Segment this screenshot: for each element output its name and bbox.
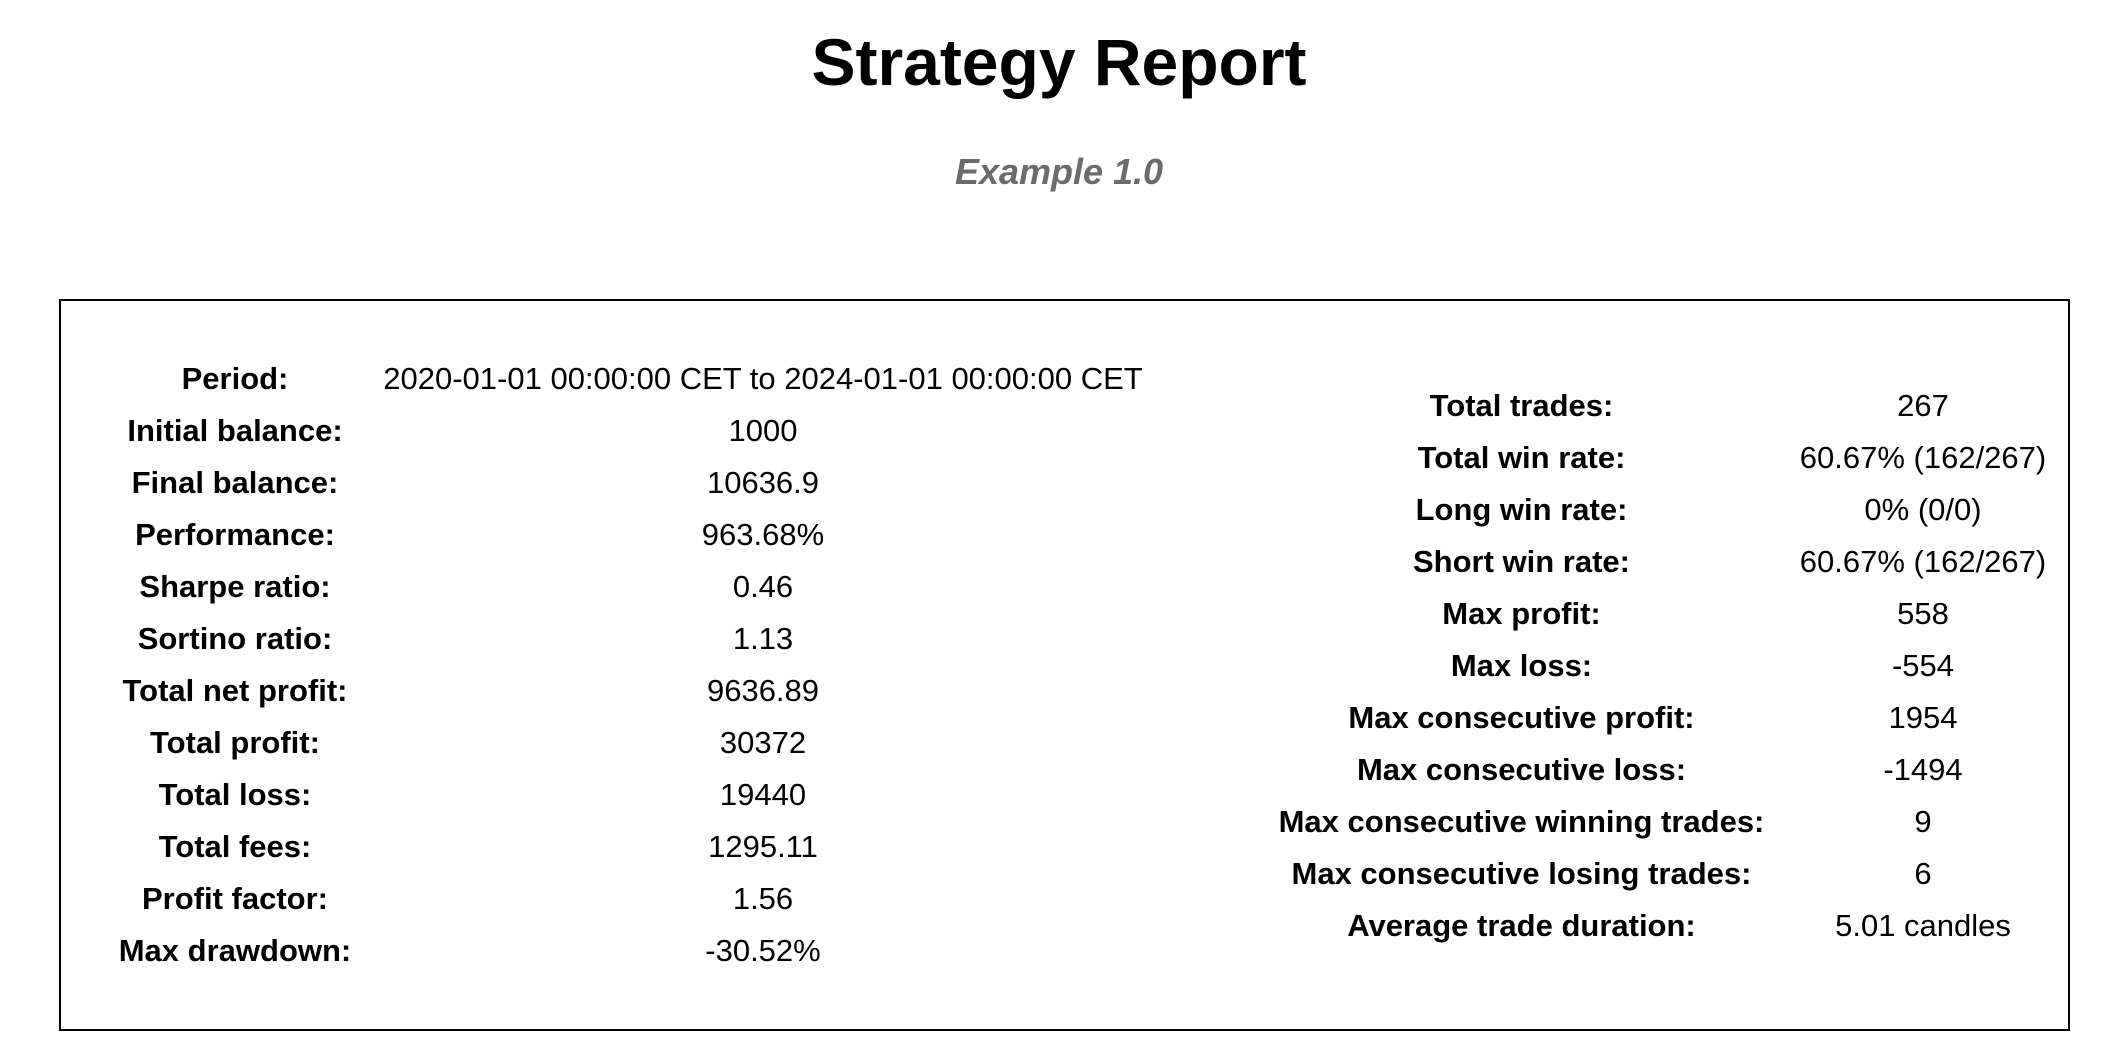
stats-panel: Period: 2020-01-01 00:00:00 CET to 2024-… bbox=[59, 299, 2070, 1031]
stat-label: Final balance: bbox=[131, 465, 339, 500]
stat-value: 10636.9 bbox=[706, 465, 820, 500]
stat-label: Profit factor: bbox=[142, 881, 328, 916]
stat-row-total-profit: Total profit: 30372 bbox=[113, 717, 1169, 769]
right-stats-table: Total trades: 267 Total win rate: 60.67%… bbox=[1259, 380, 2062, 952]
stat-row-period: Period: 2020-01-01 00:00:00 CET to 2024-… bbox=[113, 353, 1169, 405]
stat-row-total-net-profit: Total net profit: 9636.89 bbox=[113, 665, 1169, 717]
stat-label: Max consecutive losing trades: bbox=[1291, 856, 1752, 891]
stat-row-total-win-rate: Total win rate: 60.67% (162/267) bbox=[1259, 432, 2062, 484]
stat-row-max-consecutive-loss: Max consecutive loss: -1494 bbox=[1259, 744, 2062, 796]
stat-label: Max consecutive winning trades: bbox=[1278, 804, 1765, 839]
stat-row-initial-balance: Initial balance: 1000 bbox=[113, 405, 1169, 457]
stat-row-max-consecutive-profit: Max consecutive profit: 1954 bbox=[1259, 692, 2062, 744]
stat-value: 6 bbox=[1914, 856, 1932, 891]
stat-value: 0% (0/0) bbox=[1864, 492, 1982, 527]
stat-value: 60.67% (162/267) bbox=[1799, 544, 2047, 579]
stat-label: Total trades: bbox=[1429, 388, 1614, 423]
stat-value: 963.68% bbox=[701, 517, 825, 552]
stat-label: Total loss: bbox=[158, 777, 312, 812]
stat-row-sharpe-ratio: Sharpe ratio: 0.46 bbox=[113, 561, 1169, 613]
stat-row-performance: Performance: 963.68% bbox=[113, 509, 1169, 561]
stat-value: 1.13 bbox=[732, 621, 794, 656]
stat-label: Max loss: bbox=[1450, 648, 1593, 683]
stat-row-max-profit: Max profit: 558 bbox=[1259, 588, 2062, 640]
stat-row-long-win-rate: Long win rate: 0% (0/0) bbox=[1259, 484, 2062, 536]
stat-row-max-consecutive-losing-trades: Max consecutive losing trades: 6 bbox=[1259, 848, 2062, 900]
left-stats-table: Period: 2020-01-01 00:00:00 CET to 2024-… bbox=[113, 353, 1169, 977]
stat-label: Sharpe ratio: bbox=[139, 569, 331, 604]
stat-value: 19440 bbox=[719, 777, 807, 812]
page-title: Strategy Report bbox=[811, 25, 1307, 99]
stat-label: Average trade duration: bbox=[1347, 908, 1696, 943]
stat-value: 267 bbox=[1897, 388, 1949, 423]
stat-label: Total net profit: bbox=[122, 673, 348, 708]
stat-row-profit-factor: Profit factor: 1.56 bbox=[113, 873, 1169, 925]
stat-label: Sortino ratio: bbox=[137, 621, 333, 656]
stat-value: 1954 bbox=[1888, 700, 1958, 735]
stat-value: -1494 bbox=[1883, 752, 1963, 787]
stat-value: -554 bbox=[1891, 648, 1955, 683]
stat-label: Max consecutive profit: bbox=[1348, 700, 1695, 735]
stat-label: Max profit: bbox=[1442, 596, 1601, 631]
stat-value: 5.01 candles bbox=[1835, 908, 2011, 943]
stat-label: Period: bbox=[181, 361, 289, 396]
stat-row-final-balance: Final balance: 10636.9 bbox=[113, 457, 1169, 509]
stat-row-total-fees: Total fees: 1295.11 bbox=[113, 821, 1169, 873]
stat-row-short-win-rate: Short win rate: 60.67% (162/267) bbox=[1259, 536, 2062, 588]
stat-value: 60.67% (162/267) bbox=[1799, 440, 2047, 475]
stat-value: 2020-01-01 00:00:00 CET to 2024-01-01 00… bbox=[383, 361, 1143, 396]
stat-label: Total fees: bbox=[158, 829, 312, 864]
stat-row-max-drawdown: Max drawdown: -30.52% bbox=[113, 925, 1169, 977]
stat-value: 1.56 bbox=[732, 881, 794, 916]
stat-label: Short win rate: bbox=[1412, 544, 1630, 579]
stat-label: Max drawdown: bbox=[118, 933, 352, 968]
stat-row-max-loss: Max loss: -554 bbox=[1259, 640, 2062, 692]
stat-value: 558 bbox=[1897, 596, 1949, 631]
page-subtitle: Example 1.0 bbox=[954, 151, 1164, 192]
stat-row-max-consecutive-winning-trades: Max consecutive winning trades: 9 bbox=[1259, 796, 2062, 848]
stat-value: 30372 bbox=[719, 725, 807, 760]
stat-row-total-loss: Total loss: 19440 bbox=[113, 769, 1169, 821]
stat-value: 1000 bbox=[728, 413, 798, 448]
stat-row-sortino-ratio: Sortino ratio: 1.13 bbox=[113, 613, 1169, 665]
stat-label: Total win rate: bbox=[1417, 440, 1626, 475]
stat-label: Long win rate: bbox=[1415, 492, 1628, 527]
stat-row-total-trades: Total trades: 267 bbox=[1259, 380, 2062, 432]
stat-value: 9 bbox=[1914, 804, 1932, 839]
stat-label: Total profit: bbox=[150, 725, 320, 760]
stat-label: Initial balance: bbox=[127, 413, 343, 448]
stat-value: 0.46 bbox=[732, 569, 794, 604]
stat-value: 1295.11 bbox=[708, 829, 818, 864]
stat-label: Performance: bbox=[135, 517, 335, 552]
stat-row-average-trade-duration: Average trade duration: 5.01 candles bbox=[1259, 900, 2062, 952]
stat-label: Max consecutive loss: bbox=[1356, 752, 1687, 787]
stat-value: -30.52% bbox=[705, 933, 821, 968]
stat-value: 9636.89 bbox=[706, 673, 820, 708]
